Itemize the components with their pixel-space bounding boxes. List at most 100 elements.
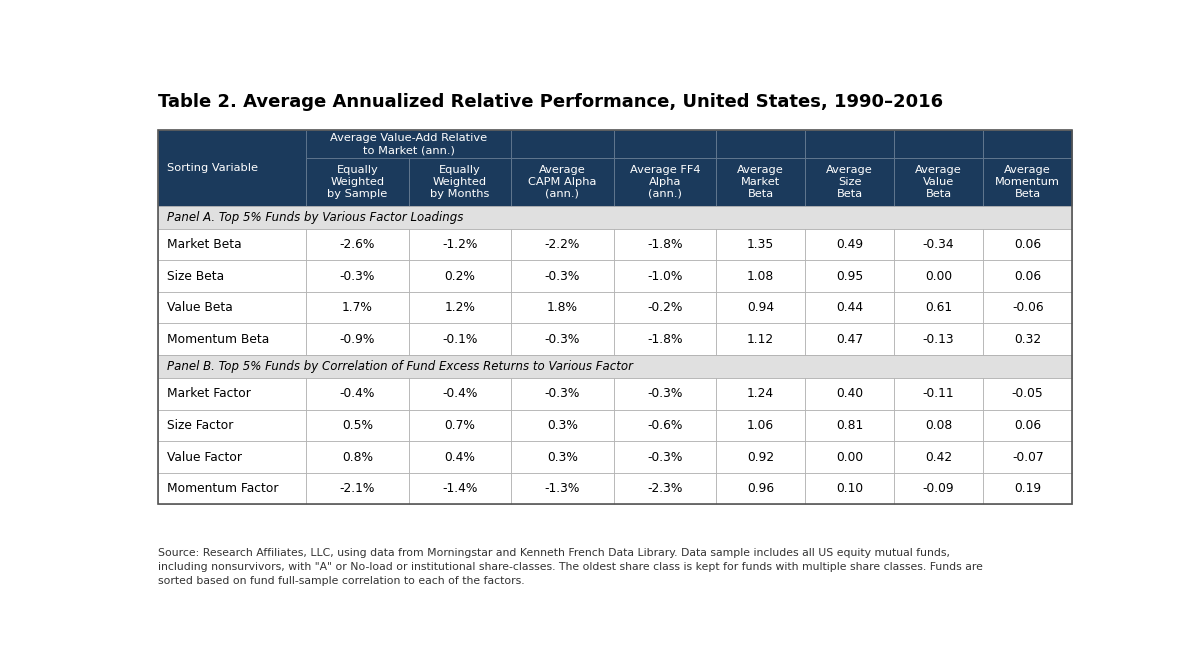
- Text: -1.0%: -1.0%: [647, 270, 683, 282]
- Bar: [983, 260, 1073, 292]
- Text: -1.4%: -1.4%: [442, 482, 478, 495]
- Bar: [805, 473, 894, 504]
- Text: -0.3%: -0.3%: [647, 451, 683, 463]
- Bar: [409, 323, 511, 355]
- Text: 0.8%: 0.8%: [342, 451, 373, 463]
- Bar: [613, 323, 716, 355]
- Text: -2.2%: -2.2%: [545, 238, 580, 251]
- Bar: [511, 292, 613, 323]
- Text: Average
Value
Beta: Average Value Beta: [916, 165, 962, 199]
- Bar: [157, 206, 1073, 229]
- Bar: [613, 292, 716, 323]
- Bar: [894, 229, 983, 260]
- Bar: [409, 292, 511, 323]
- Text: 0.61: 0.61: [925, 301, 953, 314]
- Text: -0.09: -0.09: [923, 482, 954, 495]
- Text: -0.3%: -0.3%: [647, 387, 683, 401]
- Bar: [894, 442, 983, 473]
- Text: 0.92: 0.92: [746, 451, 774, 463]
- Bar: [157, 355, 1073, 378]
- Text: -0.3%: -0.3%: [545, 387, 580, 401]
- Bar: [894, 130, 983, 158]
- Text: Value Factor: Value Factor: [167, 451, 242, 463]
- Bar: [983, 410, 1073, 442]
- Bar: [157, 378, 306, 410]
- Text: Average FF4
Alpha
(ann.): Average FF4 Alpha (ann.): [630, 165, 700, 199]
- Bar: [511, 260, 613, 292]
- Text: -0.11: -0.11: [923, 387, 954, 401]
- Bar: [157, 473, 306, 504]
- Bar: [511, 442, 613, 473]
- Text: 1.24: 1.24: [746, 387, 774, 401]
- Text: -2.6%: -2.6%: [340, 238, 376, 251]
- Bar: [409, 260, 511, 292]
- Bar: [613, 130, 716, 158]
- Text: Average
Size
Beta: Average Size Beta: [827, 165, 872, 199]
- Text: 1.08: 1.08: [746, 270, 774, 282]
- Text: 0.40: 0.40: [836, 387, 863, 401]
- Text: 0.06: 0.06: [1014, 419, 1042, 432]
- Text: -0.3%: -0.3%: [340, 270, 376, 282]
- Text: 1.2%: 1.2%: [444, 301, 475, 314]
- Text: -2.1%: -2.1%: [340, 482, 376, 495]
- Text: -0.05: -0.05: [1012, 387, 1044, 401]
- Bar: [983, 158, 1073, 206]
- Text: -0.3%: -0.3%: [545, 270, 580, 282]
- Bar: [511, 323, 613, 355]
- Bar: [613, 158, 716, 206]
- Bar: [511, 130, 613, 158]
- Text: 0.00: 0.00: [925, 270, 953, 282]
- Bar: [805, 442, 894, 473]
- Text: 0.42: 0.42: [925, 451, 953, 463]
- Bar: [983, 229, 1073, 260]
- Bar: [306, 323, 409, 355]
- Bar: [157, 130, 306, 206]
- Text: -0.4%: -0.4%: [340, 387, 376, 401]
- Text: 0.06: 0.06: [1014, 238, 1042, 251]
- Text: Sorting Variable: Sorting Variable: [167, 163, 258, 173]
- Text: 0.94: 0.94: [746, 301, 774, 314]
- Bar: [157, 260, 306, 292]
- Bar: [805, 292, 894, 323]
- Bar: [894, 323, 983, 355]
- Bar: [613, 378, 716, 410]
- Bar: [716, 442, 805, 473]
- Bar: [805, 323, 894, 355]
- Text: 1.7%: 1.7%: [342, 301, 373, 314]
- Bar: [613, 473, 716, 504]
- Bar: [805, 378, 894, 410]
- Text: Equally
Weighted
by Sample: Equally Weighted by Sample: [328, 165, 388, 199]
- Bar: [716, 130, 805, 158]
- Text: -0.1%: -0.1%: [442, 332, 478, 346]
- Text: -1.8%: -1.8%: [647, 238, 683, 251]
- Text: -1.2%: -1.2%: [442, 238, 478, 251]
- Bar: [409, 229, 511, 260]
- Bar: [894, 158, 983, 206]
- Bar: [805, 130, 894, 158]
- Text: -0.9%: -0.9%: [340, 332, 376, 346]
- Bar: [983, 323, 1073, 355]
- Text: -0.13: -0.13: [923, 332, 954, 346]
- Text: 0.32: 0.32: [1014, 332, 1042, 346]
- Text: Size Beta: Size Beta: [167, 270, 224, 282]
- Bar: [157, 130, 306, 158]
- Bar: [409, 410, 511, 442]
- Bar: [716, 158, 805, 206]
- Text: -0.06: -0.06: [1012, 301, 1044, 314]
- Text: 0.44: 0.44: [836, 301, 863, 314]
- Text: -0.2%: -0.2%: [647, 301, 683, 314]
- Bar: [805, 260, 894, 292]
- Bar: [511, 158, 613, 206]
- Text: 0.2%: 0.2%: [444, 270, 475, 282]
- Bar: [805, 410, 894, 442]
- Bar: [716, 473, 805, 504]
- Bar: [511, 473, 613, 504]
- Text: 0.96: 0.96: [746, 482, 774, 495]
- Bar: [409, 158, 511, 206]
- Bar: [983, 292, 1073, 323]
- Bar: [306, 378, 409, 410]
- Bar: [306, 292, 409, 323]
- Bar: [613, 442, 716, 473]
- Text: Value Beta: Value Beta: [167, 301, 233, 314]
- Text: 0.3%: 0.3%: [547, 451, 577, 463]
